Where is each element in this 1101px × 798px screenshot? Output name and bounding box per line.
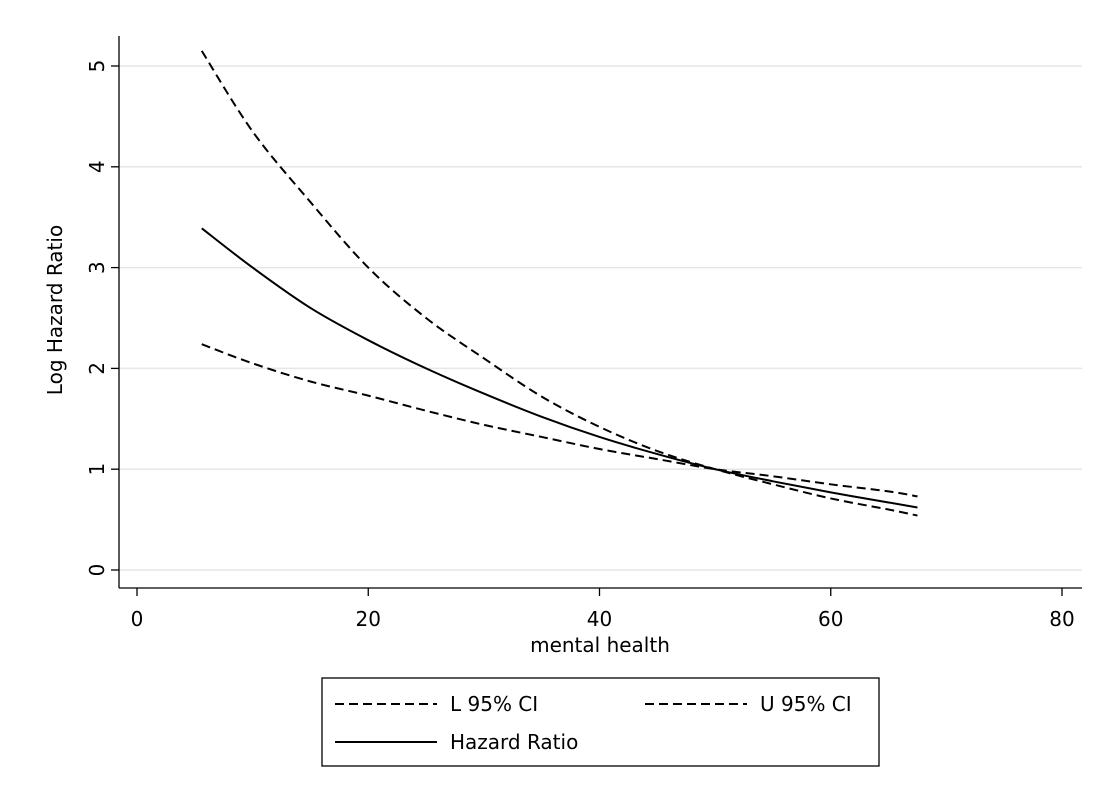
legend-label-hazard-ratio: Hazard Ratio	[450, 730, 578, 754]
grid-lines	[119, 65, 1082, 571]
legend-label-u95: U 95% CI	[760, 692, 852, 716]
x-tick-label-80: 80	[1049, 607, 1074, 631]
series-line-u-95-ci	[200, 50, 918, 517]
series-lines	[200, 50, 918, 517]
x-axis-title: mental health	[530, 633, 670, 657]
y-tick-label-0: 0	[85, 564, 109, 577]
y-tick-label-3: 3	[85, 261, 109, 274]
series-line-hazard-ratio	[201, 227, 918, 509]
y-tick-label-2: 2	[85, 362, 109, 375]
series-line-l-95-ci	[201, 343, 918, 498]
x-tick-label-40: 40	[587, 607, 612, 631]
y-tick-label-1: 1	[85, 463, 109, 476]
y-tick-label-4: 4	[85, 160, 109, 173]
legend-box	[321, 677, 880, 767]
axes: 0 1 2 3 4 5 0 20 40 60 80	[85, 36, 1082, 631]
x-tick-label-20: 20	[356, 607, 381, 631]
legend: L 95% CI U 95% CI Hazard Ratio	[321, 677, 880, 767]
x-tick-label-60: 60	[818, 607, 843, 631]
legend-label-l95: L 95% CI	[450, 692, 538, 716]
y-tick-label-5: 5	[85, 60, 109, 73]
y-axis-title: Log Hazard Ratio	[43, 225, 67, 395]
x-tick-label-0: 0	[131, 607, 144, 631]
